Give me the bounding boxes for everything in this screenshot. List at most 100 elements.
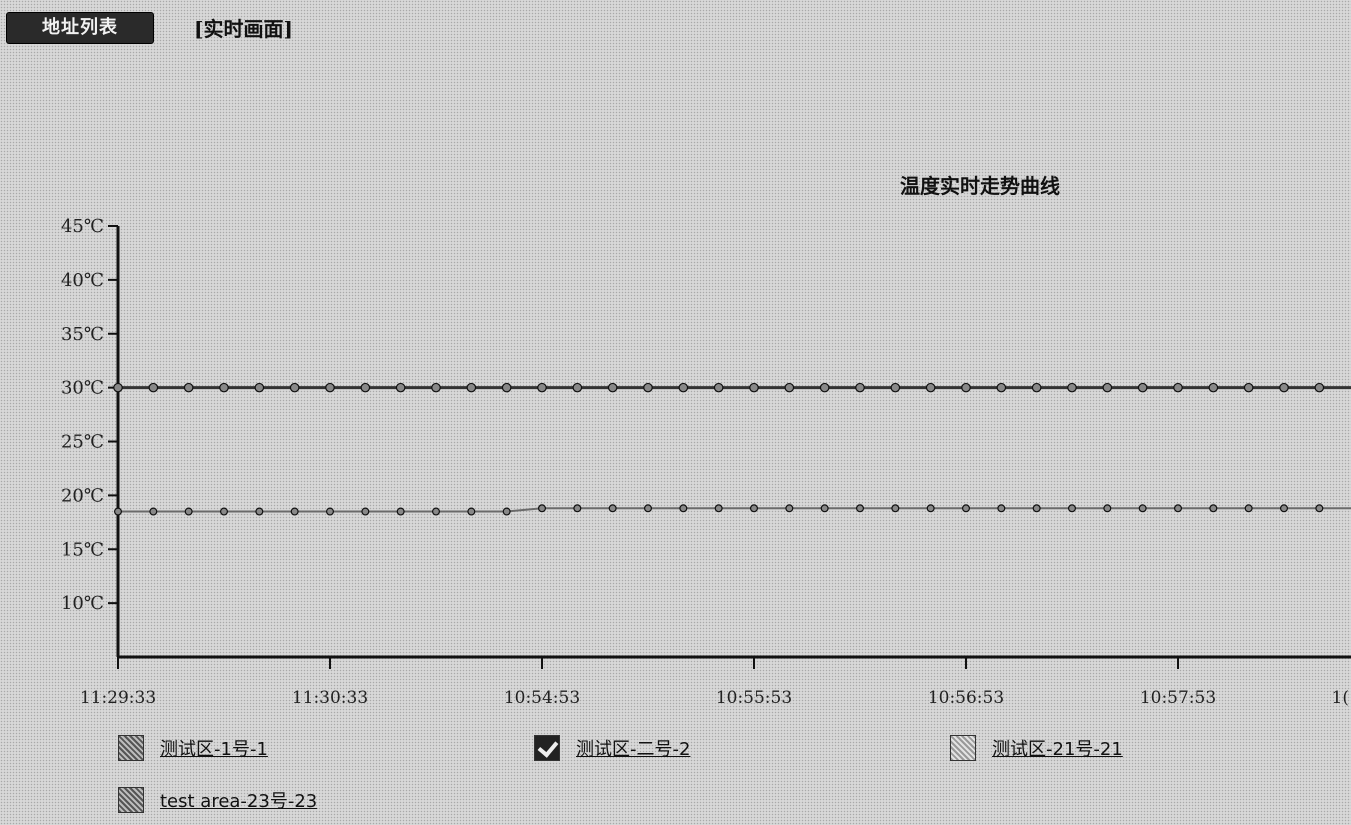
data-point	[113, 382, 123, 393]
y-tick-label: 35℃	[61, 324, 104, 345]
legend: 测试区-1号-1 测试区-二号-2 测试区-21号-21 test area-2…	[0, 725, 1351, 825]
data-point	[290, 507, 299, 516]
x-tick-label: 10:56:53	[928, 688, 1004, 708]
data-point	[1279, 504, 1288, 513]
data-point	[149, 507, 158, 516]
data-point	[396, 507, 405, 516]
tab-address-list[interactable]: 地址列表	[6, 12, 154, 44]
tab-realtime-view[interactable]: [实时画面]	[194, 17, 293, 41]
legend-checkbox-checked-icon[interactable]	[534, 735, 560, 761]
data-point	[607, 382, 618, 393]
data-point	[785, 504, 794, 513]
data-point	[467, 507, 476, 516]
y-tick-label: 20℃	[61, 485, 104, 506]
legend-label-zone-21[interactable]: 测试区-21号-21	[992, 739, 1123, 760]
series-line	[118, 507, 1351, 513]
data-point	[289, 382, 300, 393]
legend-label-zone-2[interactable]: 测试区-二号-2	[576, 739, 691, 760]
data-point	[961, 504, 970, 513]
data-point	[678, 382, 689, 393]
data-point	[926, 504, 935, 513]
data-point	[255, 507, 264, 516]
data-point	[891, 504, 900, 513]
data-point	[1314, 382, 1325, 393]
legend-item-zone-21[interactable]: 测试区-21号-21	[950, 733, 1123, 763]
x-tick-label: 11:29:33	[80, 688, 156, 708]
x-tick-label: 1(	[1332, 688, 1349, 708]
data-point	[1279, 382, 1289, 393]
data-point	[1138, 504, 1147, 513]
data-point	[996, 382, 1007, 393]
data-point	[713, 382, 724, 393]
data-point	[1031, 382, 1042, 393]
data-point	[714, 504, 723, 513]
series-1	[113, 382, 1351, 393]
data-point	[855, 382, 865, 393]
data-point	[643, 504, 652, 513]
chart-title: 温度实时走势曲线	[900, 174, 1060, 198]
legend-label-zone-23[interactable]: test area-23号-23	[160, 791, 318, 812]
data-point	[148, 382, 159, 393]
legend-item-zone-2[interactable]: 测试区-二号-2	[534, 733, 690, 763]
data-point	[537, 382, 547, 393]
legend-swatch-zone-23[interactable]	[118, 787, 144, 813]
data-point	[220, 507, 229, 516]
data-point	[219, 382, 229, 393]
y-tick-label: 45℃	[61, 216, 104, 237]
data-point	[360, 382, 371, 393]
data-point	[254, 382, 265, 393]
data-point	[113, 507, 122, 516]
data-point	[855, 504, 864, 513]
data-point	[1032, 504, 1041, 513]
legend-item-zone-1[interactable]: 测试区-1号-1	[118, 733, 268, 763]
header-bar: 地址列表 [实时画面]	[0, 0, 1351, 60]
legend-swatch-zone-1[interactable]	[118, 735, 144, 761]
y-tick-label: 30℃	[61, 378, 104, 399]
data-point	[925, 382, 936, 393]
data-point	[679, 504, 688, 513]
legend-item-zone-23[interactable]: test area-23号-23	[118, 785, 317, 815]
data-point	[183, 382, 194, 393]
data-point	[1067, 504, 1076, 513]
data-point	[572, 382, 583, 393]
data-point	[1243, 382, 1254, 393]
data-point	[501, 382, 512, 393]
temperature-chart: 温度实时走势曲线 10℃ 15℃ 20℃ 25℃ 30℃ 35℃ 40℃ 45℃ 11:29:…	[61, 174, 1351, 708]
y-axis: 10℃ 15℃ 20℃ 25℃ 30℃ 35℃ 40℃ 45℃	[61, 216, 120, 657]
data-point	[749, 504, 758, 513]
legend-swatch-zone-21[interactable]	[950, 735, 976, 761]
data-point	[749, 382, 759, 393]
x-tick-label: 10:57:53	[1140, 688, 1216, 708]
data-point	[432, 507, 441, 516]
data-point	[961, 382, 971, 393]
series-2	[113, 504, 1351, 516]
data-point	[1137, 382, 1148, 393]
data-point	[325, 382, 335, 393]
data-point	[395, 382, 406, 393]
y-tick-label: 15℃	[61, 539, 104, 560]
data-point	[819, 382, 830, 393]
series-layer	[113, 382, 1351, 516]
data-point	[643, 382, 653, 393]
data-point	[1173, 382, 1183, 393]
data-point	[326, 507, 335, 516]
data-point	[1315, 504, 1324, 513]
x-axis: 11:29:33 11:30:33 10:54:53 10:55:53 10:56:53…	[80, 655, 1351, 708]
data-point	[184, 507, 193, 516]
data-point	[466, 382, 477, 393]
data-point	[1208, 382, 1219, 393]
data-point	[997, 504, 1006, 513]
y-tick-label: 40℃	[61, 270, 104, 291]
data-point	[1173, 504, 1182, 513]
data-point	[1102, 382, 1113, 393]
x-tick-label: 11:30:33	[292, 688, 368, 708]
y-tick-label: 25℃	[61, 432, 104, 453]
data-point	[1103, 504, 1112, 513]
data-point	[361, 507, 370, 516]
data-point	[608, 504, 617, 513]
data-point	[820, 504, 829, 513]
data-point	[431, 382, 441, 393]
data-point	[573, 504, 582, 513]
legend-label-zone-1[interactable]: 测试区-1号-1	[160, 739, 268, 760]
data-point	[890, 382, 901, 393]
